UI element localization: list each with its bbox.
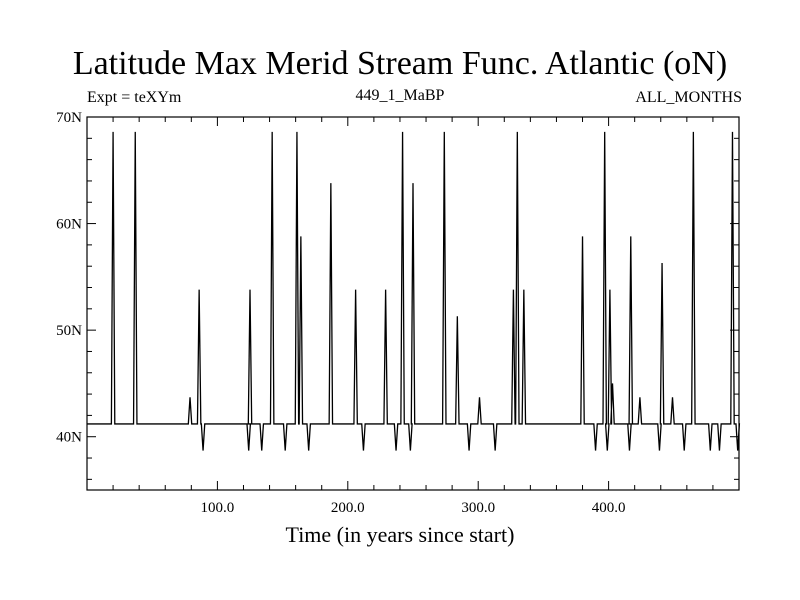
months-label: ALL_MONTHS [635,89,742,106]
x-axis-label: Time (in years since start) [285,522,515,547]
x-tick-label: 400.0 [592,500,626,516]
y-tick-label: 70N [56,110,82,126]
chart-title: Latitude Max Merid Stream Func. Atlantic… [72,45,728,82]
experiment-label: Expt = teXYm [87,89,182,106]
x-tick-label: 100.0 [201,500,235,516]
y-tick-label: 50N [56,323,82,339]
plot-frame [86,116,740,491]
y-tick-label: 60N [56,217,82,233]
run-id-label: 449_1_MaBP [355,87,445,104]
series-line [87,131,741,451]
y-tick-label: 40N [56,430,82,446]
x-tick-label: 200.0 [331,500,365,516]
x-tick-label: 300.0 [461,500,495,516]
